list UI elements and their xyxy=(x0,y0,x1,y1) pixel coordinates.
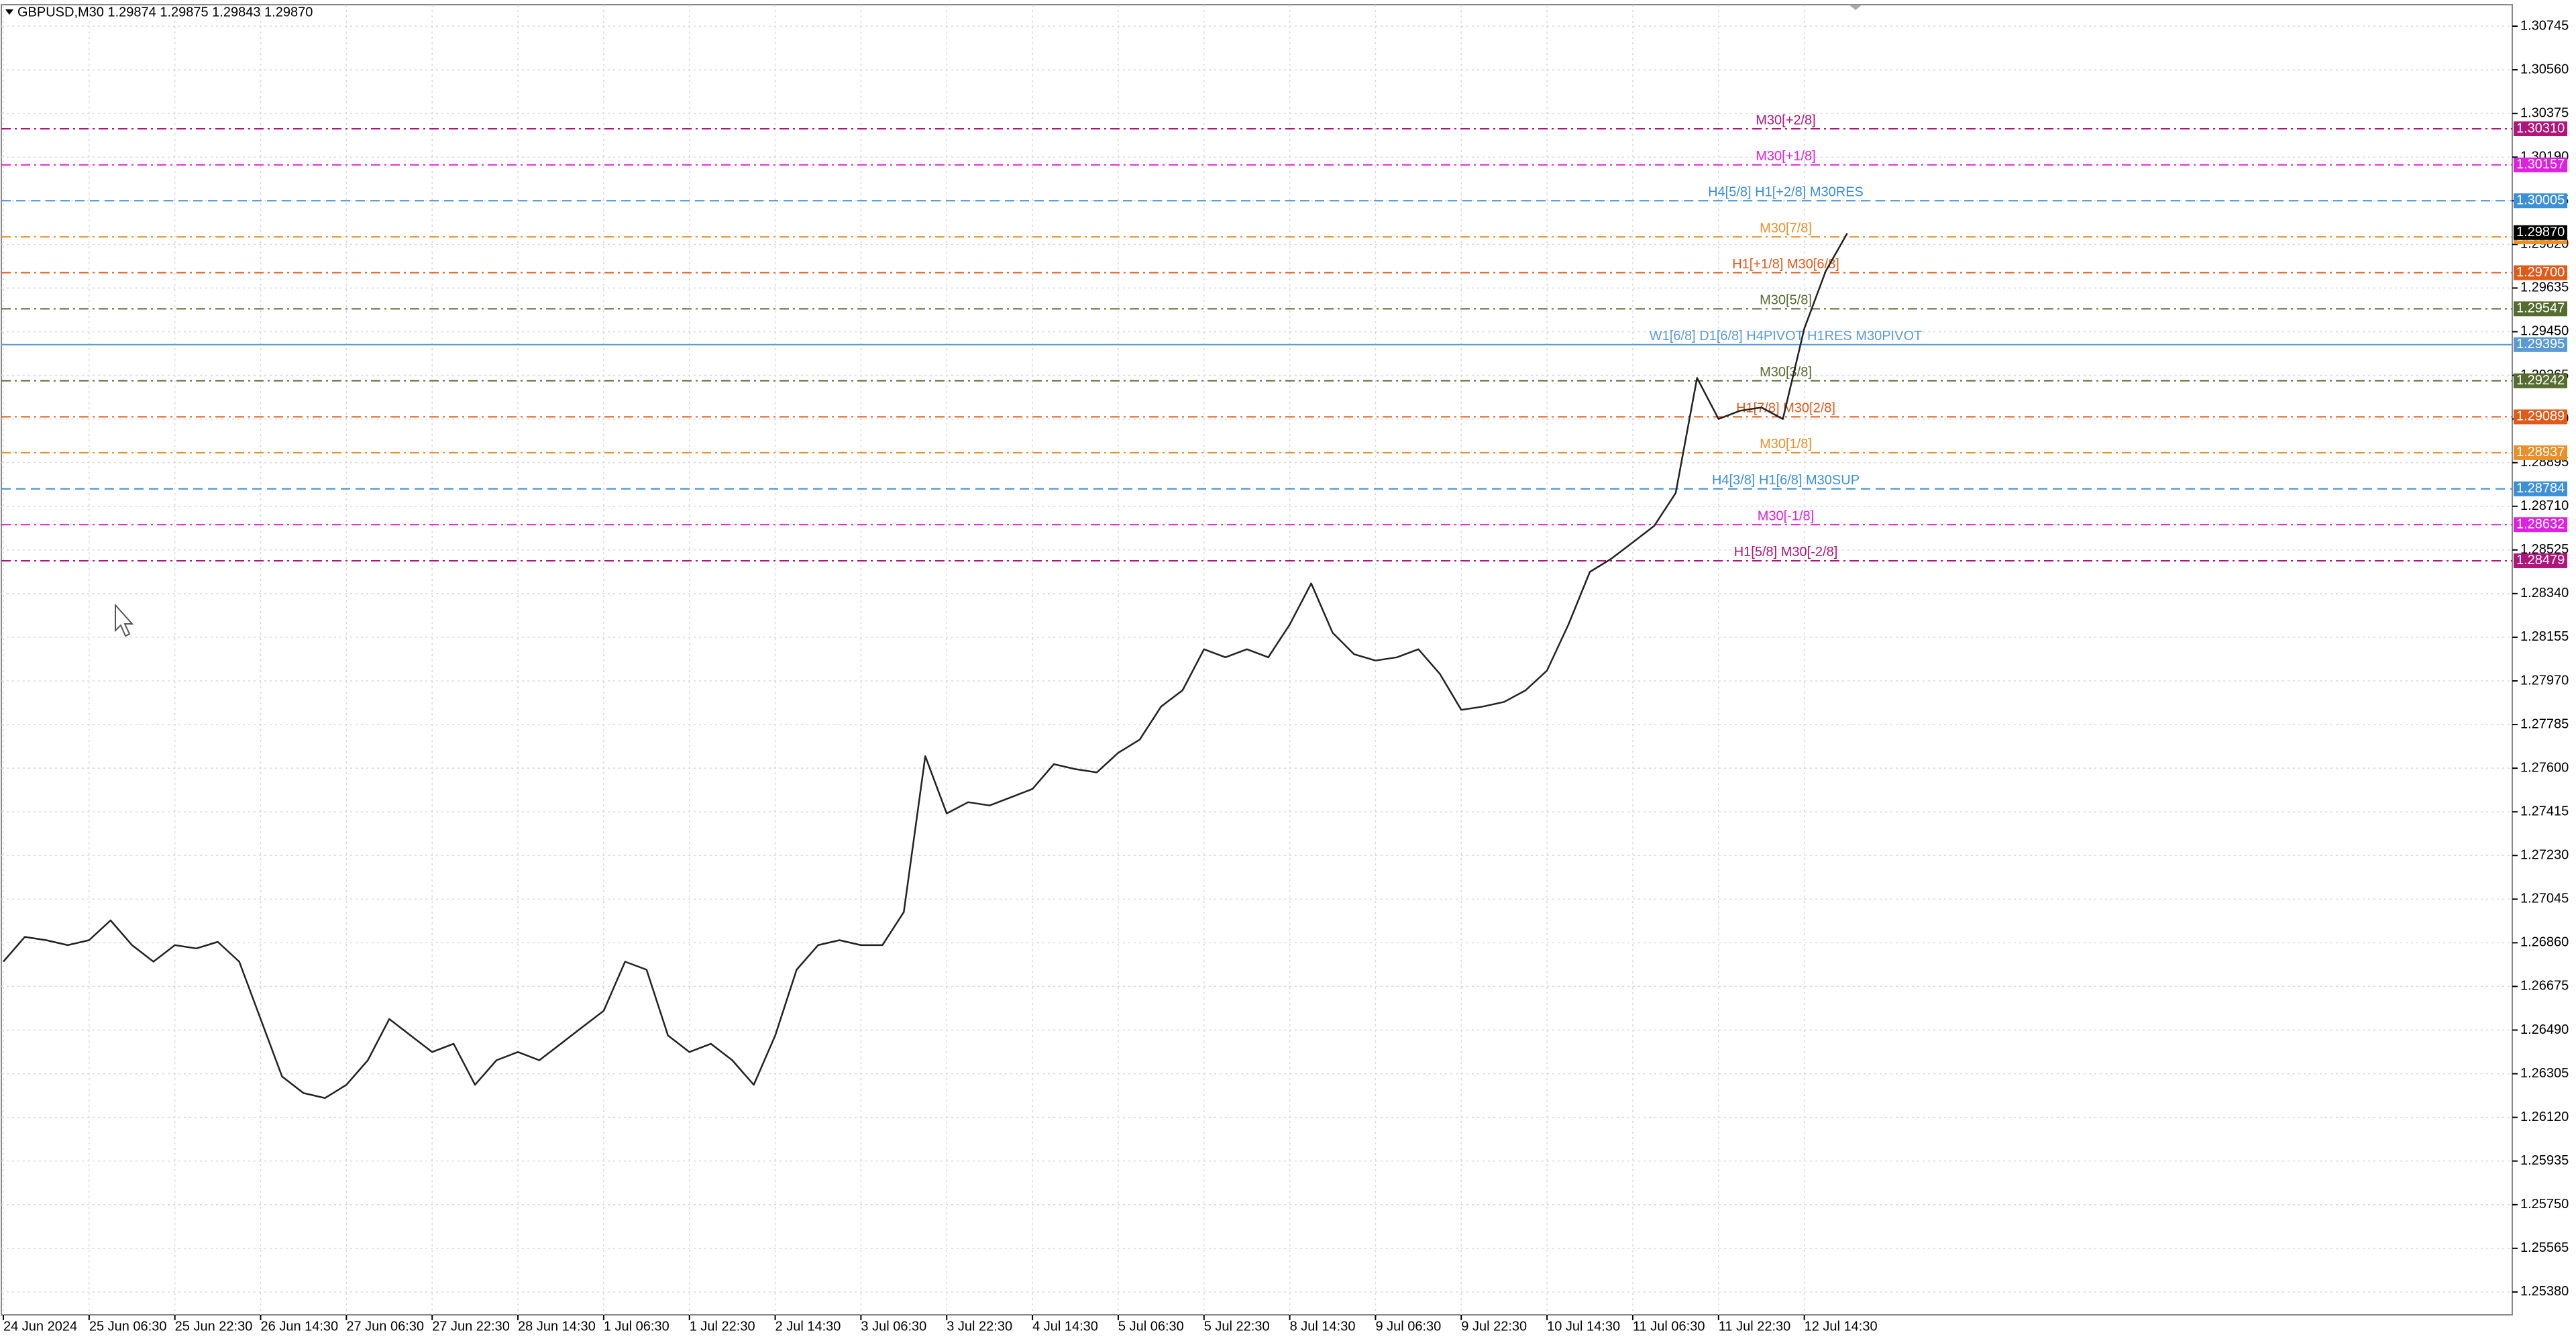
x-tick-label: 9 Jul 22:30 xyxy=(1461,1319,1527,1334)
level-price-label: 1.29242 xyxy=(2516,373,2565,388)
y-tick-label: 1.30375 xyxy=(2520,105,2569,120)
level-label: H4[3/8] H1[6/8] M30SUP xyxy=(1712,473,1860,488)
level-label: M30[5/8] xyxy=(1760,293,1812,308)
y-tick-label: 1.29635 xyxy=(2520,280,2569,295)
x-tick-label: 27 Jun 06:30 xyxy=(346,1319,424,1334)
level-price-tag xyxy=(2514,193,2567,209)
level-price-tag xyxy=(2514,157,2567,172)
y-tick-label: 1.30745 xyxy=(2520,18,2569,33)
level-price-tag xyxy=(2514,481,2567,496)
level-price-tag xyxy=(2514,445,2567,460)
level-price-label: 1.30005 xyxy=(2516,193,2565,208)
shift-marker xyxy=(1849,5,1862,10)
mouse-cursor xyxy=(115,603,134,637)
level-price-tag xyxy=(2514,373,2567,388)
x-tick-label: 5 Jul 22:30 xyxy=(1204,1319,1270,1334)
y-tick-label: 1.27045 xyxy=(2520,892,2569,906)
level-label: M30[-1/8] xyxy=(1758,508,1814,523)
y-tick-label: 1.30560 xyxy=(2520,62,2569,76)
level-label: H4[5/8] H1[+2/8] M30RES xyxy=(1708,185,1864,200)
y-tick-label: 1.25565 xyxy=(2520,1240,2569,1255)
price-line xyxy=(3,233,1848,1100)
last-price-tag xyxy=(2514,225,2567,240)
y-tick-label: 1.27230 xyxy=(2520,848,2569,863)
level-label: H1[+1/8] M30[6/8] xyxy=(1732,257,1839,272)
level-price-tag xyxy=(2514,553,2567,568)
y-tick-label: 1.29450 xyxy=(2520,324,2569,339)
level-price-label: 1.29395 xyxy=(2516,337,2565,352)
x-tick-label: 28 Jun 14:30 xyxy=(518,1319,596,1334)
y-tick-label: 1.26860 xyxy=(2520,935,2569,950)
x-tick-label: 27 Jun 22:30 xyxy=(432,1319,510,1334)
x-tick-label: 10 Jul 14:30 xyxy=(1547,1319,1620,1334)
level-label: H1[5/8] M30[-2/8] xyxy=(1734,545,1838,559)
x-tick-label: 1 Jul 06:30 xyxy=(604,1319,669,1334)
y-tick-label: 1.26305 xyxy=(2520,1066,2569,1081)
x-tick-label: 11 Jul 06:30 xyxy=(1633,1319,1705,1334)
x-tick-label: 9 Jul 06:30 xyxy=(1375,1319,1441,1334)
y-tick-label: 1.25380 xyxy=(2520,1284,2569,1299)
level-price-label: 1.28479 xyxy=(2516,553,2565,568)
y-tick-label: 1.25750 xyxy=(2520,1197,2569,1212)
x-tick-label: 1 Jul 22:30 xyxy=(690,1319,755,1334)
y-tick-label: 1.28155 xyxy=(2520,629,2569,644)
y-tick-label: 1.27785 xyxy=(2520,716,2569,731)
y-tick-label: 1.26675 xyxy=(2520,979,2569,994)
level-label: M30[+1/8] xyxy=(1756,149,1816,164)
level-label: M30[3/8] xyxy=(1760,365,1812,380)
level-label: M30[1/8] xyxy=(1760,437,1812,451)
x-tick-label: 26 Jun 14:30 xyxy=(261,1319,339,1334)
last-price-label: 1.29870 xyxy=(2516,225,2565,239)
x-tick-label: 25 Jun 06:30 xyxy=(89,1319,167,1334)
x-tick-label: 12 Jul 14:30 xyxy=(1805,1319,1878,1334)
level-price-tag xyxy=(2514,121,2567,136)
x-tick-label: 3 Jul 06:30 xyxy=(861,1319,926,1334)
level-price-label: 1.28784 xyxy=(2516,481,2565,496)
level-price-label: 1.30310 xyxy=(2516,121,2565,136)
x-tick-label: 4 Jul 14:30 xyxy=(1032,1319,1098,1334)
y-tick-label: 1.27970 xyxy=(2520,673,2569,688)
level-price-label: 1.28937 xyxy=(2516,445,2565,460)
level-price-label: 1.29700 xyxy=(2516,265,2565,280)
y-tick-label: 1.26490 xyxy=(2520,1022,2569,1037)
level-price-label: 1.29547 xyxy=(2516,301,2565,316)
y-tick-label: 1.27600 xyxy=(2520,760,2569,775)
level-price-tag xyxy=(2514,337,2567,352)
level-price-tag xyxy=(2514,409,2567,425)
level-price-tag xyxy=(2514,265,2567,280)
x-tick-label: 24 Jun 2024 xyxy=(3,1319,77,1334)
x-tick-label: 5 Jul 06:30 xyxy=(1118,1319,1184,1334)
x-tick-label: 3 Jul 22:30 xyxy=(947,1319,1012,1334)
chart-title: GBPUSD,M30 1.29874 1.29875 1.29843 1.298… xyxy=(17,5,313,19)
menu-triangle[interactable] xyxy=(5,9,13,15)
level-price-tag xyxy=(2514,517,2567,533)
level-price-label: 1.28632 xyxy=(2516,517,2565,531)
plot-frame xyxy=(1,4,2513,1316)
y-tick-label: 1.28710 xyxy=(2520,498,2569,513)
level-price-label: 1.29089 xyxy=(2516,409,2565,424)
x-tick-label: 25 Jun 22:30 xyxy=(175,1319,253,1334)
level-label: M30[+2/8] xyxy=(1756,113,1816,127)
y-tick-label: 1.25935 xyxy=(2520,1153,2569,1168)
y-tick-label: 1.28340 xyxy=(2520,586,2569,600)
x-tick-label: 8 Jul 14:30 xyxy=(1290,1319,1356,1334)
y-tick-label: 1.27415 xyxy=(2520,804,2569,818)
y-tick-label: 1.26120 xyxy=(2520,1110,2569,1124)
x-tick-label: 11 Jul 22:30 xyxy=(1719,1319,1791,1334)
level-label: M30[7/8] xyxy=(1760,221,1812,235)
level-label: W1[6/8] D1[6/8] H4PIVOT H1RES M30PIVOT xyxy=(1650,329,1922,343)
level-price-label: 1.30157 xyxy=(2516,157,2565,172)
x-tick-label: 2 Jul 14:30 xyxy=(775,1319,841,1334)
level-price-tag xyxy=(2514,301,2567,317)
y-tick-label: 1.28525 xyxy=(2520,542,2569,557)
